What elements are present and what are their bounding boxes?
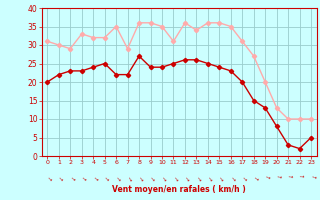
Text: ↑: ↑ (136, 174, 142, 181)
Text: ↑: ↑ (55, 174, 62, 181)
Text: ↑: ↑ (147, 174, 154, 181)
Text: ↑: ↑ (204, 174, 211, 181)
Text: ↑: ↑ (262, 174, 268, 180)
Text: ↑: ↑ (182, 174, 188, 181)
Text: ↑: ↑ (170, 174, 177, 181)
Text: ↑: ↑ (297, 174, 302, 179)
Text: ↑: ↑ (239, 174, 246, 181)
Text: ↑: ↑ (44, 174, 51, 181)
Text: ↑: ↑ (274, 174, 280, 180)
Text: ↑: ↑ (193, 174, 200, 181)
Text: ↑: ↑ (285, 174, 291, 179)
Text: ↑: ↑ (308, 174, 314, 180)
Text: ↑: ↑ (113, 174, 119, 181)
Text: ↑: ↑ (250, 174, 257, 181)
Text: ↑: ↑ (216, 174, 223, 181)
Text: ↑: ↑ (228, 174, 234, 181)
Text: ↑: ↑ (101, 174, 108, 181)
Text: ↑: ↑ (90, 174, 97, 181)
Text: ↑: ↑ (124, 174, 131, 181)
X-axis label: Vent moyen/en rafales ( km/h ): Vent moyen/en rafales ( km/h ) (112, 185, 246, 194)
Text: ↑: ↑ (159, 174, 165, 181)
Text: ↑: ↑ (78, 174, 85, 181)
Text: ↑: ↑ (67, 174, 74, 181)
